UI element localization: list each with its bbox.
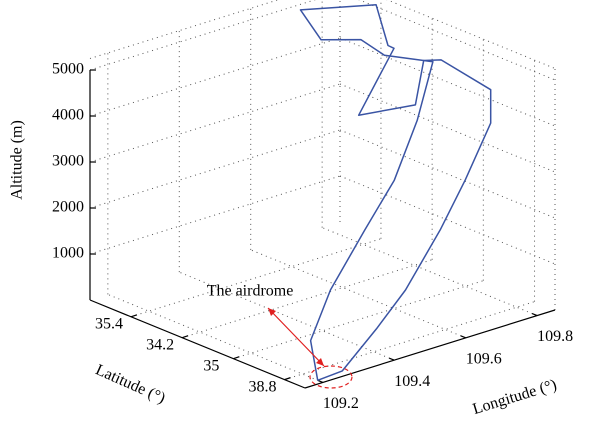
y-tick xyxy=(130,314,138,318)
annotation-arrow xyxy=(267,307,325,367)
y-tick xyxy=(181,335,189,339)
grid-line xyxy=(339,83,556,173)
arrow-head xyxy=(316,358,324,366)
grid-line xyxy=(89,37,341,117)
grid-line xyxy=(130,238,382,318)
z-tick-label: 2000 xyxy=(52,199,84,216)
trajectory xyxy=(299,4,492,382)
x-axis xyxy=(304,309,556,389)
airdrome-marker xyxy=(309,365,353,389)
grid-line xyxy=(339,129,556,219)
plot-area xyxy=(299,4,492,382)
y-tick xyxy=(233,356,240,360)
x-tick xyxy=(389,357,395,361)
z-tick-label: 1000 xyxy=(52,245,84,262)
grid-line xyxy=(89,0,317,71)
y-axis-label: Latitude (°) xyxy=(93,361,168,407)
x-tick-label: 109.6 xyxy=(466,351,502,368)
grid-line xyxy=(321,227,538,317)
z-tick-label: 3000 xyxy=(52,153,84,170)
x-tick-label: 109.8 xyxy=(537,328,573,345)
grid xyxy=(89,0,556,383)
z-tick-label: 5000 xyxy=(52,61,84,78)
grid-edge xyxy=(89,0,280,59)
x-tick xyxy=(317,379,324,383)
annotation: The airdrome xyxy=(207,283,294,300)
arrow-head xyxy=(268,308,276,316)
x-tick xyxy=(531,313,538,317)
x-axis-label: Longitude (°) xyxy=(471,376,559,418)
grid-line xyxy=(339,175,556,265)
grid-line xyxy=(358,0,556,81)
y-tick xyxy=(284,377,291,381)
axes: 1000 2000 3000 4000 5000 109.2 109.4 109.6 109.8… xyxy=(52,61,573,412)
z-tick-label: 4000 xyxy=(52,107,84,124)
x-tick xyxy=(460,335,466,339)
grid-line xyxy=(284,301,535,381)
y-axis xyxy=(89,299,306,389)
y-tick-label: 35.4 xyxy=(95,315,123,332)
z-axis-label: Altitude (m) xyxy=(9,120,26,200)
x-tick-label: 109.4 xyxy=(394,373,430,390)
grid-line xyxy=(233,280,484,360)
grid-line xyxy=(89,175,341,255)
grid-edge xyxy=(386,0,556,69)
grid-line xyxy=(89,129,341,209)
y-tick-label: 38.8 xyxy=(249,378,277,395)
grid-line xyxy=(181,259,433,339)
y-tick-label: 34.2 xyxy=(146,336,174,353)
x-tick-label: 109.2 xyxy=(323,395,359,412)
grid-line xyxy=(89,83,341,163)
y-tick-label: 35 xyxy=(203,357,219,374)
